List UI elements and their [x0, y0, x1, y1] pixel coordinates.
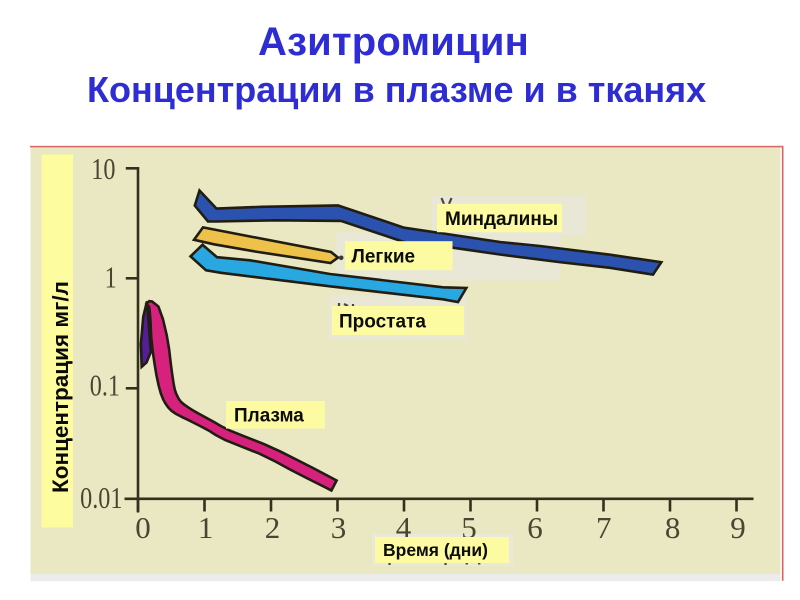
svg-text:9: 9 — [730, 510, 746, 545]
svg-text:7: 7 — [596, 510, 612, 545]
svg-text:Миндалины: Миндалины — [445, 209, 558, 230]
svg-text:2: 2 — [265, 510, 281, 545]
svg-text:Концентрация мг/л: Концентрация мг/л — [48, 281, 73, 493]
svg-text:1: 1 — [105, 261, 117, 296]
svg-text:Простата: Простата — [339, 311, 426, 332]
svg-text:4: 4 — [396, 510, 412, 545]
svg-text:10: 10 — [91, 152, 115, 187]
svg-text:8: 8 — [665, 510, 681, 545]
svg-text:3: 3 — [331, 510, 347, 545]
svg-text:5: 5 — [461, 510, 477, 545]
svg-text:0.1: 0.1 — [90, 369, 120, 404]
svg-text:Плазма: Плазма — [234, 405, 304, 426]
svg-text:1: 1 — [198, 510, 214, 545]
svg-text:6: 6 — [527, 510, 543, 545]
svg-text:Легкие: Легкие — [352, 246, 416, 267]
svg-text:0: 0 — [135, 510, 151, 545]
svg-text:Время (дни): Время (дни) — [383, 540, 488, 560]
svg-text:0.01: 0.01 — [80, 481, 122, 516]
